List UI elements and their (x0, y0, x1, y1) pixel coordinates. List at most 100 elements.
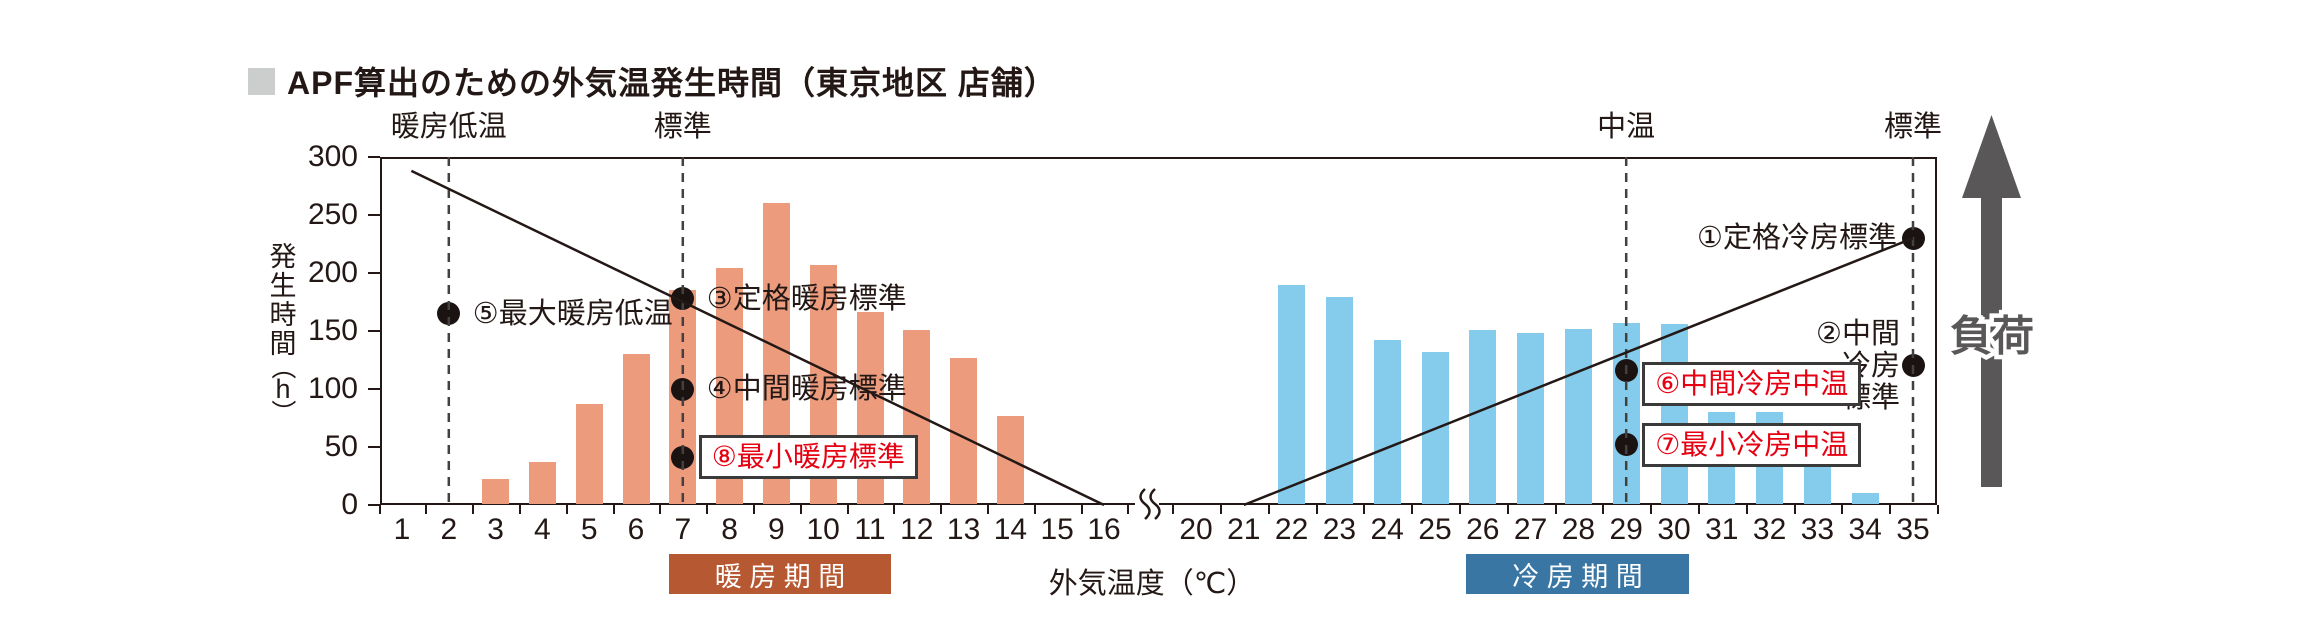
bar-cooling-29 (1612, 322, 1640, 504)
y-tick-label: 0 (341, 488, 358, 521)
x-tick-label: 5 (580, 513, 598, 546)
bar-cooling-26 (1469, 329, 1497, 504)
x-tick-mark (1127, 505, 1130, 514)
x-tick-mark (799, 505, 802, 514)
y-tick-label: 300 (307, 140, 358, 173)
x-tick-mark (1459, 505, 1461, 514)
x-tick-mark (425, 505, 428, 514)
x-tick-mark (612, 505, 615, 514)
bar-cooling-22 (1278, 284, 1306, 504)
x-tick-label: 2 (440, 513, 458, 546)
condition-label-7: 標準 (653, 111, 712, 143)
x-tick-mark (1363, 505, 1366, 514)
condition-label-29: 中温 (1597, 111, 1656, 143)
x-tick-label: 4 (534, 513, 551, 546)
x-tick-mark (1745, 505, 1748, 514)
y-axis-title-char: 発 (269, 242, 297, 272)
x-tick-label: 15 (1040, 513, 1074, 546)
x-tick-label: 26 (1466, 513, 1500, 546)
x-tick-label: 34 (1848, 513, 1882, 546)
x-tick-label: 12 (900, 513, 934, 546)
y-axis-title-char: 時 (269, 300, 297, 330)
y-tick-label: 50 (324, 430, 358, 463)
x-tick-label: 9 (768, 513, 785, 546)
bar-cooling-28 (1564, 328, 1592, 504)
x-tick-label: 23 (1322, 513, 1357, 546)
x-tick-label: 29 (1609, 513, 1643, 546)
x-tick-mark (519, 505, 521, 514)
marker-label-1: ①定格冷房標準 (1697, 222, 1897, 255)
y-tick-mark (368, 504, 380, 506)
y-axis-title-char: h (275, 374, 291, 404)
x-tick-mark (987, 505, 989, 514)
marker-point-6 (1614, 358, 1638, 382)
x-tick-label: 14 (993, 513, 1028, 546)
x-tick-label: 10 (806, 513, 840, 546)
x-axis-title: 外気温度（℃） (1048, 568, 1256, 600)
x-tick-label: 11 (854, 513, 886, 546)
y-tick-mark (368, 446, 380, 448)
chart-title-row: APF算出のための外気温発生時間（東京地区 店舗） (248, 58, 1057, 104)
x-tick-mark (659, 505, 662, 514)
marker-label-6: ⑥中間冷房中温 (1642, 362, 1862, 407)
x-tick-mark (378, 505, 381, 514)
x-tick-mark (1937, 505, 1939, 514)
y-tick-mark (368, 330, 380, 332)
x-tick-label: 25 (1418, 513, 1452, 546)
cooling-period-label: 冷 房 期 間 (1512, 561, 1643, 592)
y-tick-mark (368, 214, 380, 216)
x-tick-mark (706, 505, 709, 514)
condition-label-2: 暖房低温 (390, 111, 507, 143)
x-tick-mark (846, 505, 849, 514)
marker-point-2 (1901, 354, 1925, 378)
bar-heating-3 (482, 479, 510, 504)
x-tick-mark (1315, 505, 1318, 514)
y-tick-label: 150 (307, 314, 358, 347)
x-tick-label: 6 (627, 513, 645, 546)
bar-heating-5 (575, 404, 603, 504)
bar-heating-13 (950, 357, 978, 504)
x-tick-mark (1841, 505, 1844, 514)
x-tick-label: 8 (721, 513, 738, 546)
x-tick-mark (940, 505, 943, 514)
bar-cooling-23 (1325, 297, 1353, 504)
bar-heating-6 (622, 354, 650, 504)
marker-label-3: ③定格暖房標準 (706, 282, 907, 315)
x-tick-mark (1411, 505, 1414, 514)
y-tick-mark (368, 156, 380, 158)
y-axis-title: 発生時間（h） (266, 242, 300, 425)
x-tick-label: 21 (1227, 513, 1261, 546)
y-tick-label: 250 (307, 198, 358, 231)
x-tick-label: 22 (1274, 513, 1309, 546)
y-axis-title-char: 生 (269, 271, 297, 301)
x-tick-mark (1220, 505, 1222, 514)
bar-cooling-30 (1660, 324, 1688, 504)
x-tick-mark (1267, 505, 1270, 514)
x-tick-label: 35 (1896, 513, 1930, 546)
x-tick-mark (1602, 505, 1605, 514)
y-tick-label: 200 (307, 256, 358, 289)
bar-heating-14 (996, 415, 1024, 504)
x-tick-label: 27 (1513, 513, 1548, 546)
x-tick-label: 3 (487, 513, 504, 546)
y-tick-mark (368, 272, 380, 274)
bar-cooling-24 (1373, 340, 1401, 504)
heating-period-badge: 暖 房 期 間 (669, 554, 891, 594)
y-axis-title-char: 間 (269, 329, 297, 359)
marker-label-4: ④中間暖房標準 (706, 373, 907, 405)
x-tick-mark (1698, 505, 1700, 514)
marker-label-8: ⑧最小暖房標準 (698, 435, 918, 480)
x-tick-label: 1 (393, 513, 411, 546)
x-tick-mark (565, 505, 568, 514)
x-tick-mark (1793, 505, 1796, 514)
y-tick-label: 100 (307, 372, 358, 405)
x-tick-label: 7 (674, 513, 692, 546)
x-tick-mark (1506, 505, 1509, 514)
marker-point-1 (1901, 226, 1925, 250)
x-tick-label: 20 (1179, 513, 1213, 546)
x-tick-mark (1889, 505, 1892, 514)
x-tick-mark (753, 505, 755, 514)
marker-point-7 (1614, 433, 1638, 457)
marker-point-5 (437, 302, 461, 326)
marker-label-7: ⑦最小冷房中温 (1642, 422, 1862, 467)
